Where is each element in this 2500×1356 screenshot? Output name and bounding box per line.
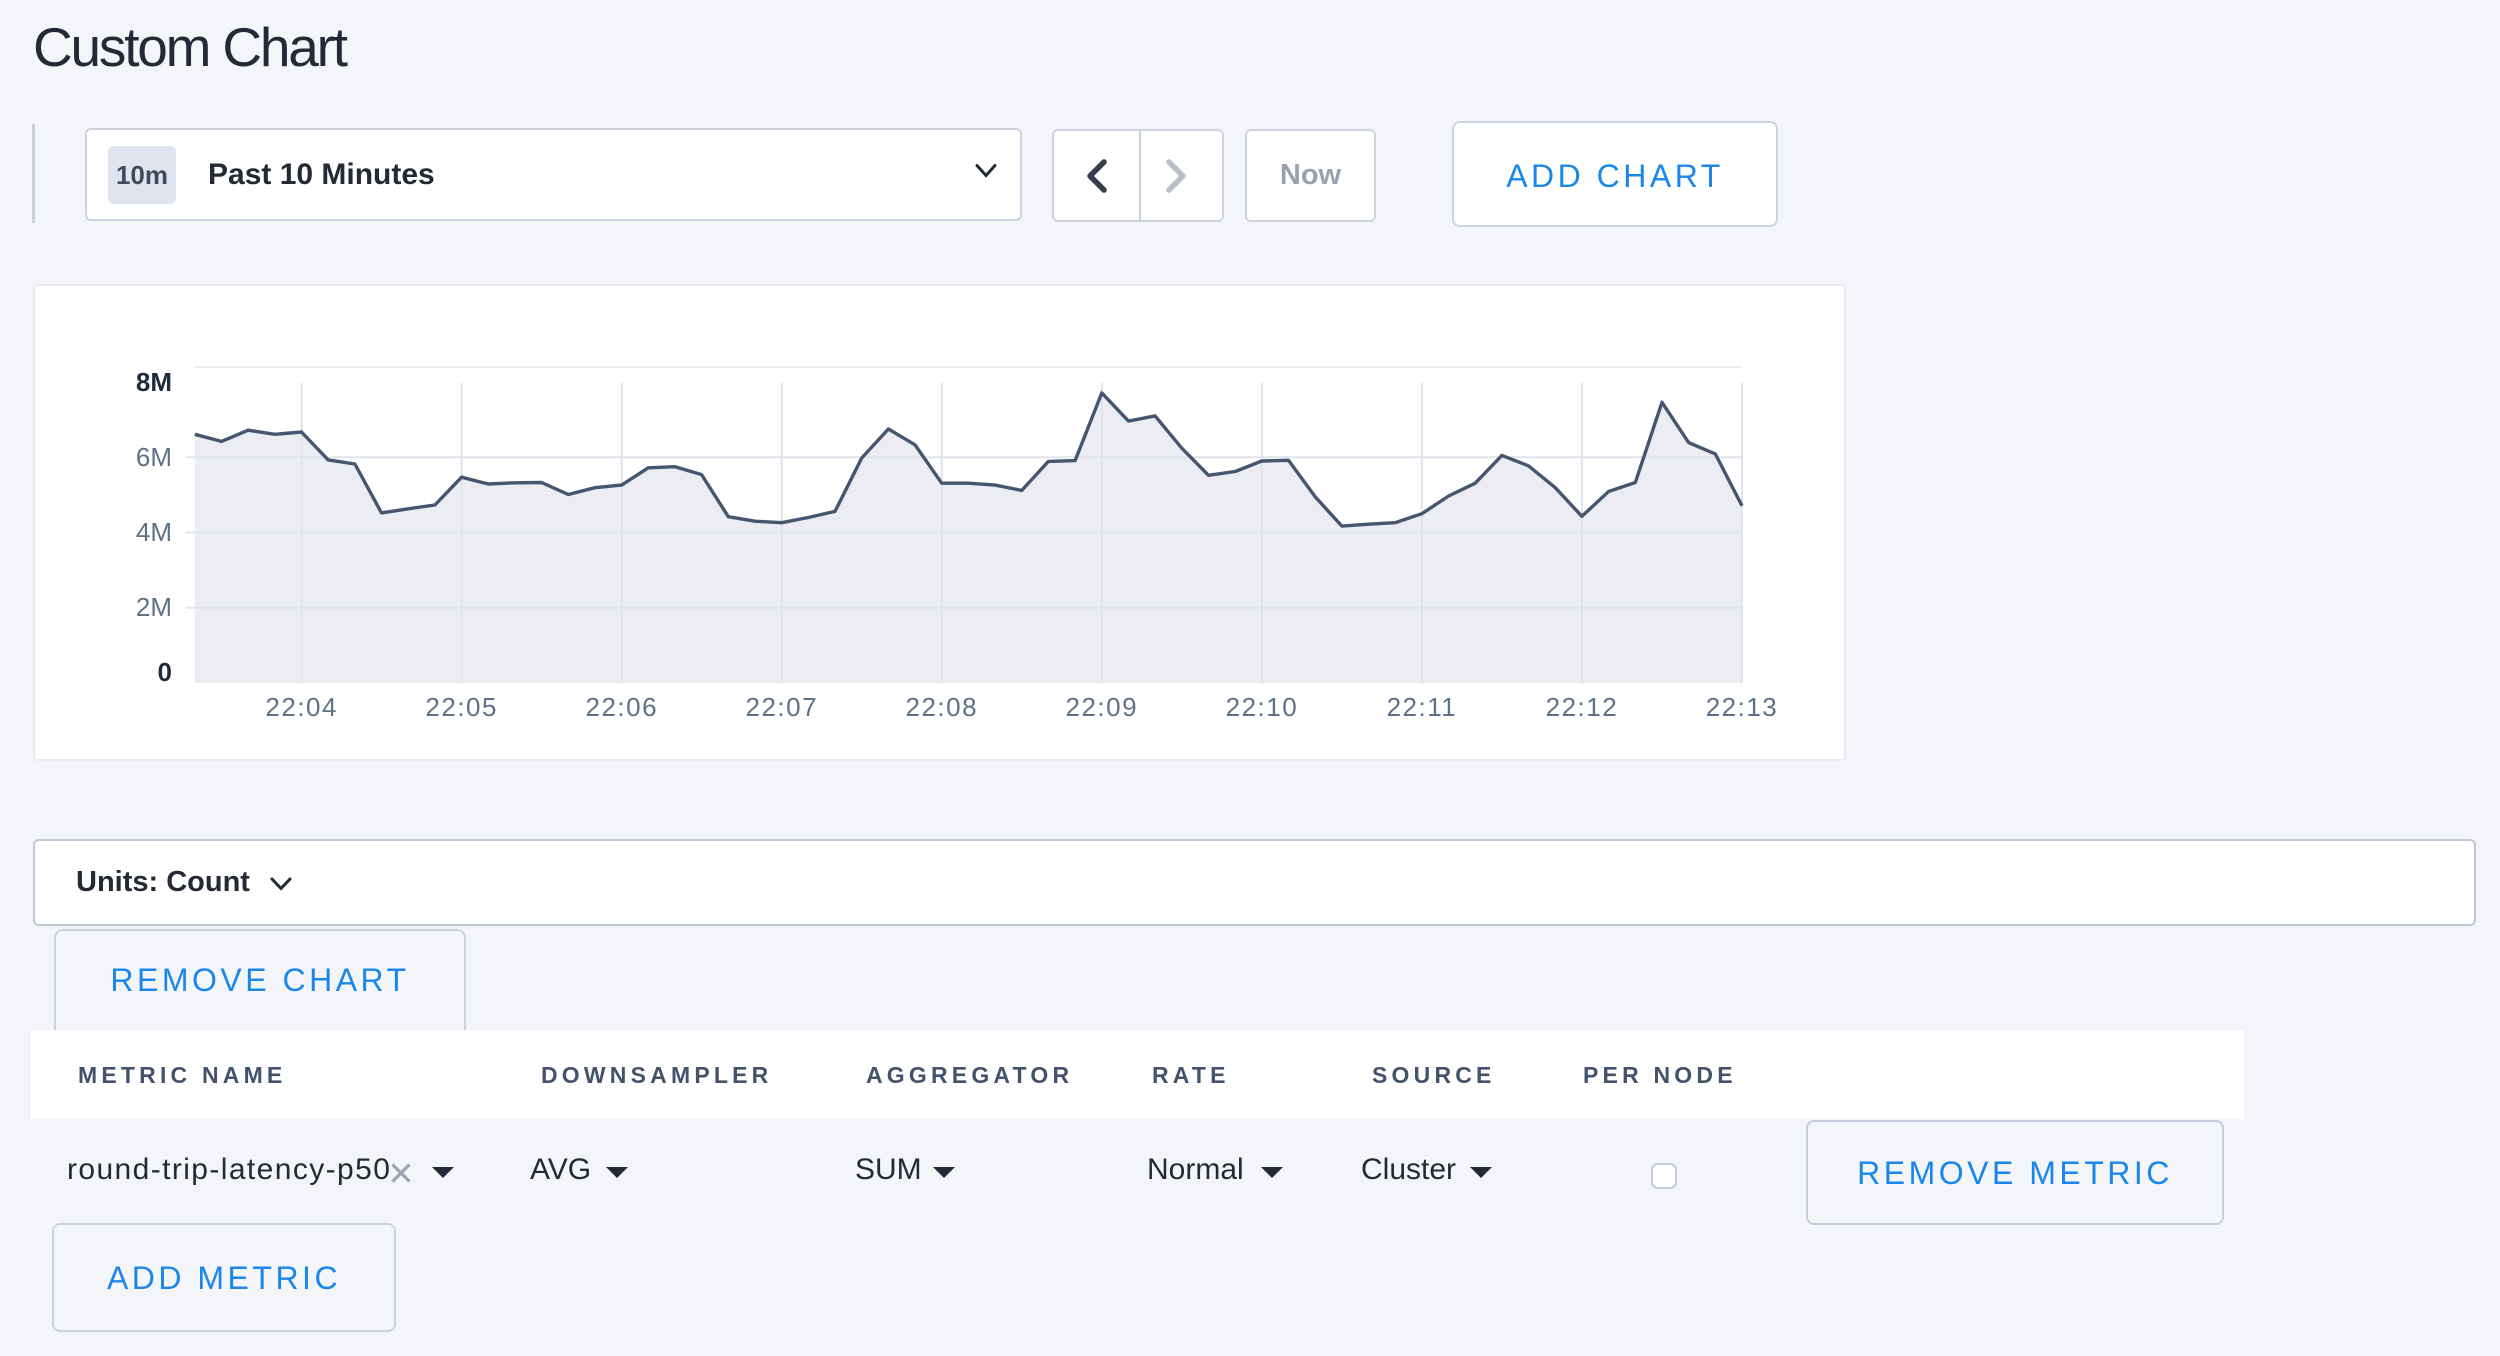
svg-text:8M: 8M: [136, 367, 172, 397]
svg-text:22:07: 22:07: [746, 692, 819, 722]
svg-text:22:11: 22:11: [1387, 692, 1458, 722]
svg-text:4M: 4M: [136, 517, 172, 547]
svg-text:22:09: 22:09: [1066, 692, 1139, 722]
svg-text:6M: 6M: [136, 442, 172, 472]
svg-text:22:13: 22:13: [1706, 692, 1779, 722]
svg-text:22:06: 22:06: [586, 692, 659, 722]
svg-text:22:08: 22:08: [906, 692, 979, 722]
svg-text:22:12: 22:12: [1546, 692, 1619, 722]
svg-text:22:10: 22:10: [1226, 692, 1299, 722]
svg-text:2M: 2M: [136, 592, 172, 622]
svg-text:22:05: 22:05: [425, 692, 498, 722]
svg-text:22:04: 22:04: [265, 692, 338, 722]
svg-text:0: 0: [158, 657, 172, 687]
